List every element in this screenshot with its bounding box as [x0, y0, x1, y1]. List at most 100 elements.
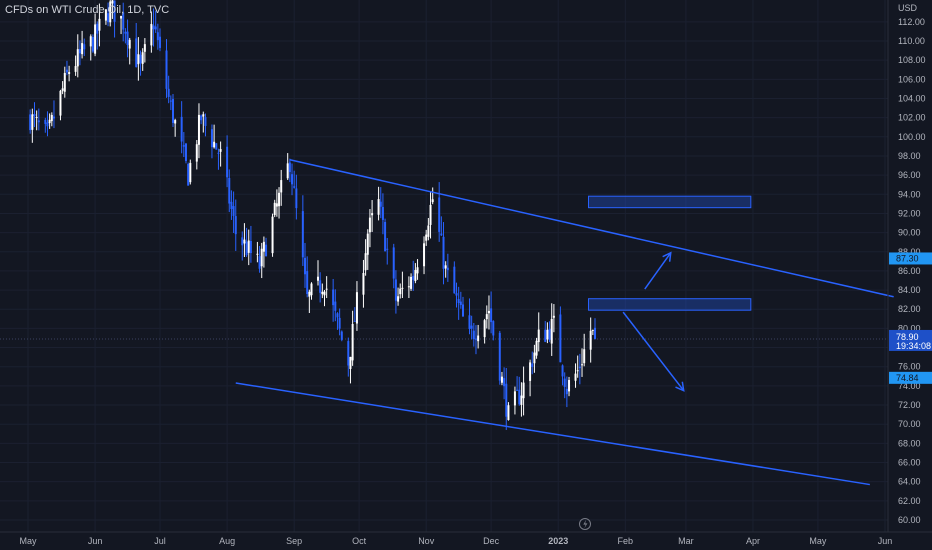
candle-body: [265, 244, 268, 257]
candle-body: [278, 192, 281, 207]
bullish-arrow[interactable]: [644, 251, 672, 290]
candle-body: [334, 301, 337, 311]
candle-body: [563, 378, 566, 387]
price-tick-label: 76.00: [898, 362, 921, 372]
candle-body: [423, 243, 426, 267]
time-tick-label: Mar: [678, 536, 694, 546]
candle-body: [431, 199, 434, 203]
drawing-annotations[interactable]: [235, 159, 894, 486]
candle-body: [507, 405, 510, 420]
candle-body: [187, 164, 190, 186]
time-tick-label: Jun: [88, 536, 103, 546]
candle-body: [301, 211, 304, 258]
candle-body: [533, 352, 536, 364]
candle-body: [490, 308, 493, 323]
candle-body: [295, 188, 298, 209]
candle-body: [414, 269, 417, 282]
candle-body: [78, 49, 81, 54]
candle-body: [44, 119, 47, 124]
candle-body: [217, 152, 220, 154]
time-tick-label: Sep: [286, 536, 302, 546]
time-axis[interactable]: May Jun Jul Aug Sep Oct Nov Dec 2023 Feb Mar Apr May…: [19, 536, 892, 546]
candle-body: [141, 52, 144, 64]
candle-body: [347, 341, 350, 366]
candle-body: [381, 207, 384, 220]
candle-body: [262, 241, 265, 252]
candle-body: [377, 199, 380, 215]
candle-body: [65, 69, 68, 73]
candle-body: [550, 319, 553, 344]
price-axis[interactable]: USD 60.00 62.00 64.00 66.00 68.00 70.00 72.00 7…: [898, 3, 926, 525]
candle-body: [397, 296, 400, 302]
candle-body: [546, 329, 549, 340]
price-tick-label: 96.00: [898, 170, 921, 180]
candle-body: [472, 330, 475, 340]
price-tick-label: 92.00: [898, 208, 921, 218]
candle-body: [520, 395, 523, 405]
candle-body: [306, 271, 309, 295]
upper-level-tag-text: 87.30: [896, 253, 919, 263]
candle-body: [368, 217, 371, 233]
candle-body: [120, 16, 123, 19]
candle-body: [180, 116, 183, 142]
time-tick-label: May: [809, 536, 827, 546]
time-tick-label: Feb: [618, 536, 634, 546]
lower-resistance-zone[interactable]: [588, 298, 752, 311]
bearish-arrow[interactable]: [622, 311, 685, 392]
channel-upper-trendline[interactable]: [289, 159, 894, 298]
price-tick-label: 104.00: [898, 93, 926, 103]
candle-body: [529, 362, 532, 381]
price-tick-label: 110.00: [898, 36, 925, 46]
candle-body: [518, 389, 521, 405]
candle-body: [578, 366, 581, 369]
price-tick-label: 90.00: [898, 228, 921, 238]
candle-body: [76, 49, 79, 67]
candle-body: [581, 364, 584, 366]
candle-body: [304, 257, 307, 275]
candle-body: [429, 204, 432, 225]
candle-body: [483, 320, 486, 338]
time-tick-label: Aug: [219, 536, 235, 546]
time-tick-label: Jul: [154, 536, 166, 546]
candle-body: [505, 383, 508, 417]
upper-level-tag: [889, 252, 932, 265]
candle-body: [336, 313, 339, 318]
candle-body: [83, 44, 86, 50]
candle-body: [455, 293, 458, 296]
candle-body: [552, 315, 555, 318]
chart-title: CFDs on WTI Crude Oil, 1D, TVC: [5, 4, 170, 16]
candle-body: [89, 36, 92, 47]
candle-body: [167, 88, 170, 97]
time-tick-label: Oct: [352, 536, 367, 546]
candle-body: [293, 186, 296, 188]
candle-body: [165, 50, 168, 89]
candle-body: [291, 174, 294, 185]
channel-lower-trendline[interactable]: [235, 382, 870, 486]
candle-body: [81, 43, 84, 55]
candle-body: [321, 291, 324, 295]
candle-body: [104, 9, 107, 21]
candle-body: [568, 380, 571, 392]
candle-body: [96, 23, 99, 34]
price-tick-label: 66.00: [898, 458, 921, 468]
candle-body: [425, 234, 428, 241]
candle-body: [485, 314, 488, 320]
price-tick-label: 60.00: [898, 515, 921, 525]
candle-body: [50, 114, 53, 122]
candle-body: [332, 289, 335, 306]
price-tick-label: 102.00: [898, 113, 926, 123]
candle-body: [232, 206, 235, 216]
time-tick-label: Dec: [483, 536, 500, 546]
candle-body: [594, 327, 597, 339]
candle-body: [468, 315, 471, 329]
candle-body: [107, 13, 110, 23]
candle-body: [29, 114, 32, 131]
upper-resistance-zone[interactable]: [588, 195, 752, 209]
time-tick-label: May: [19, 536, 37, 546]
price-tick-label: 72.00: [898, 400, 921, 410]
replay-icon[interactable]: [579, 518, 591, 530]
candle-body: [174, 120, 177, 124]
candle-body: [319, 280, 322, 293]
